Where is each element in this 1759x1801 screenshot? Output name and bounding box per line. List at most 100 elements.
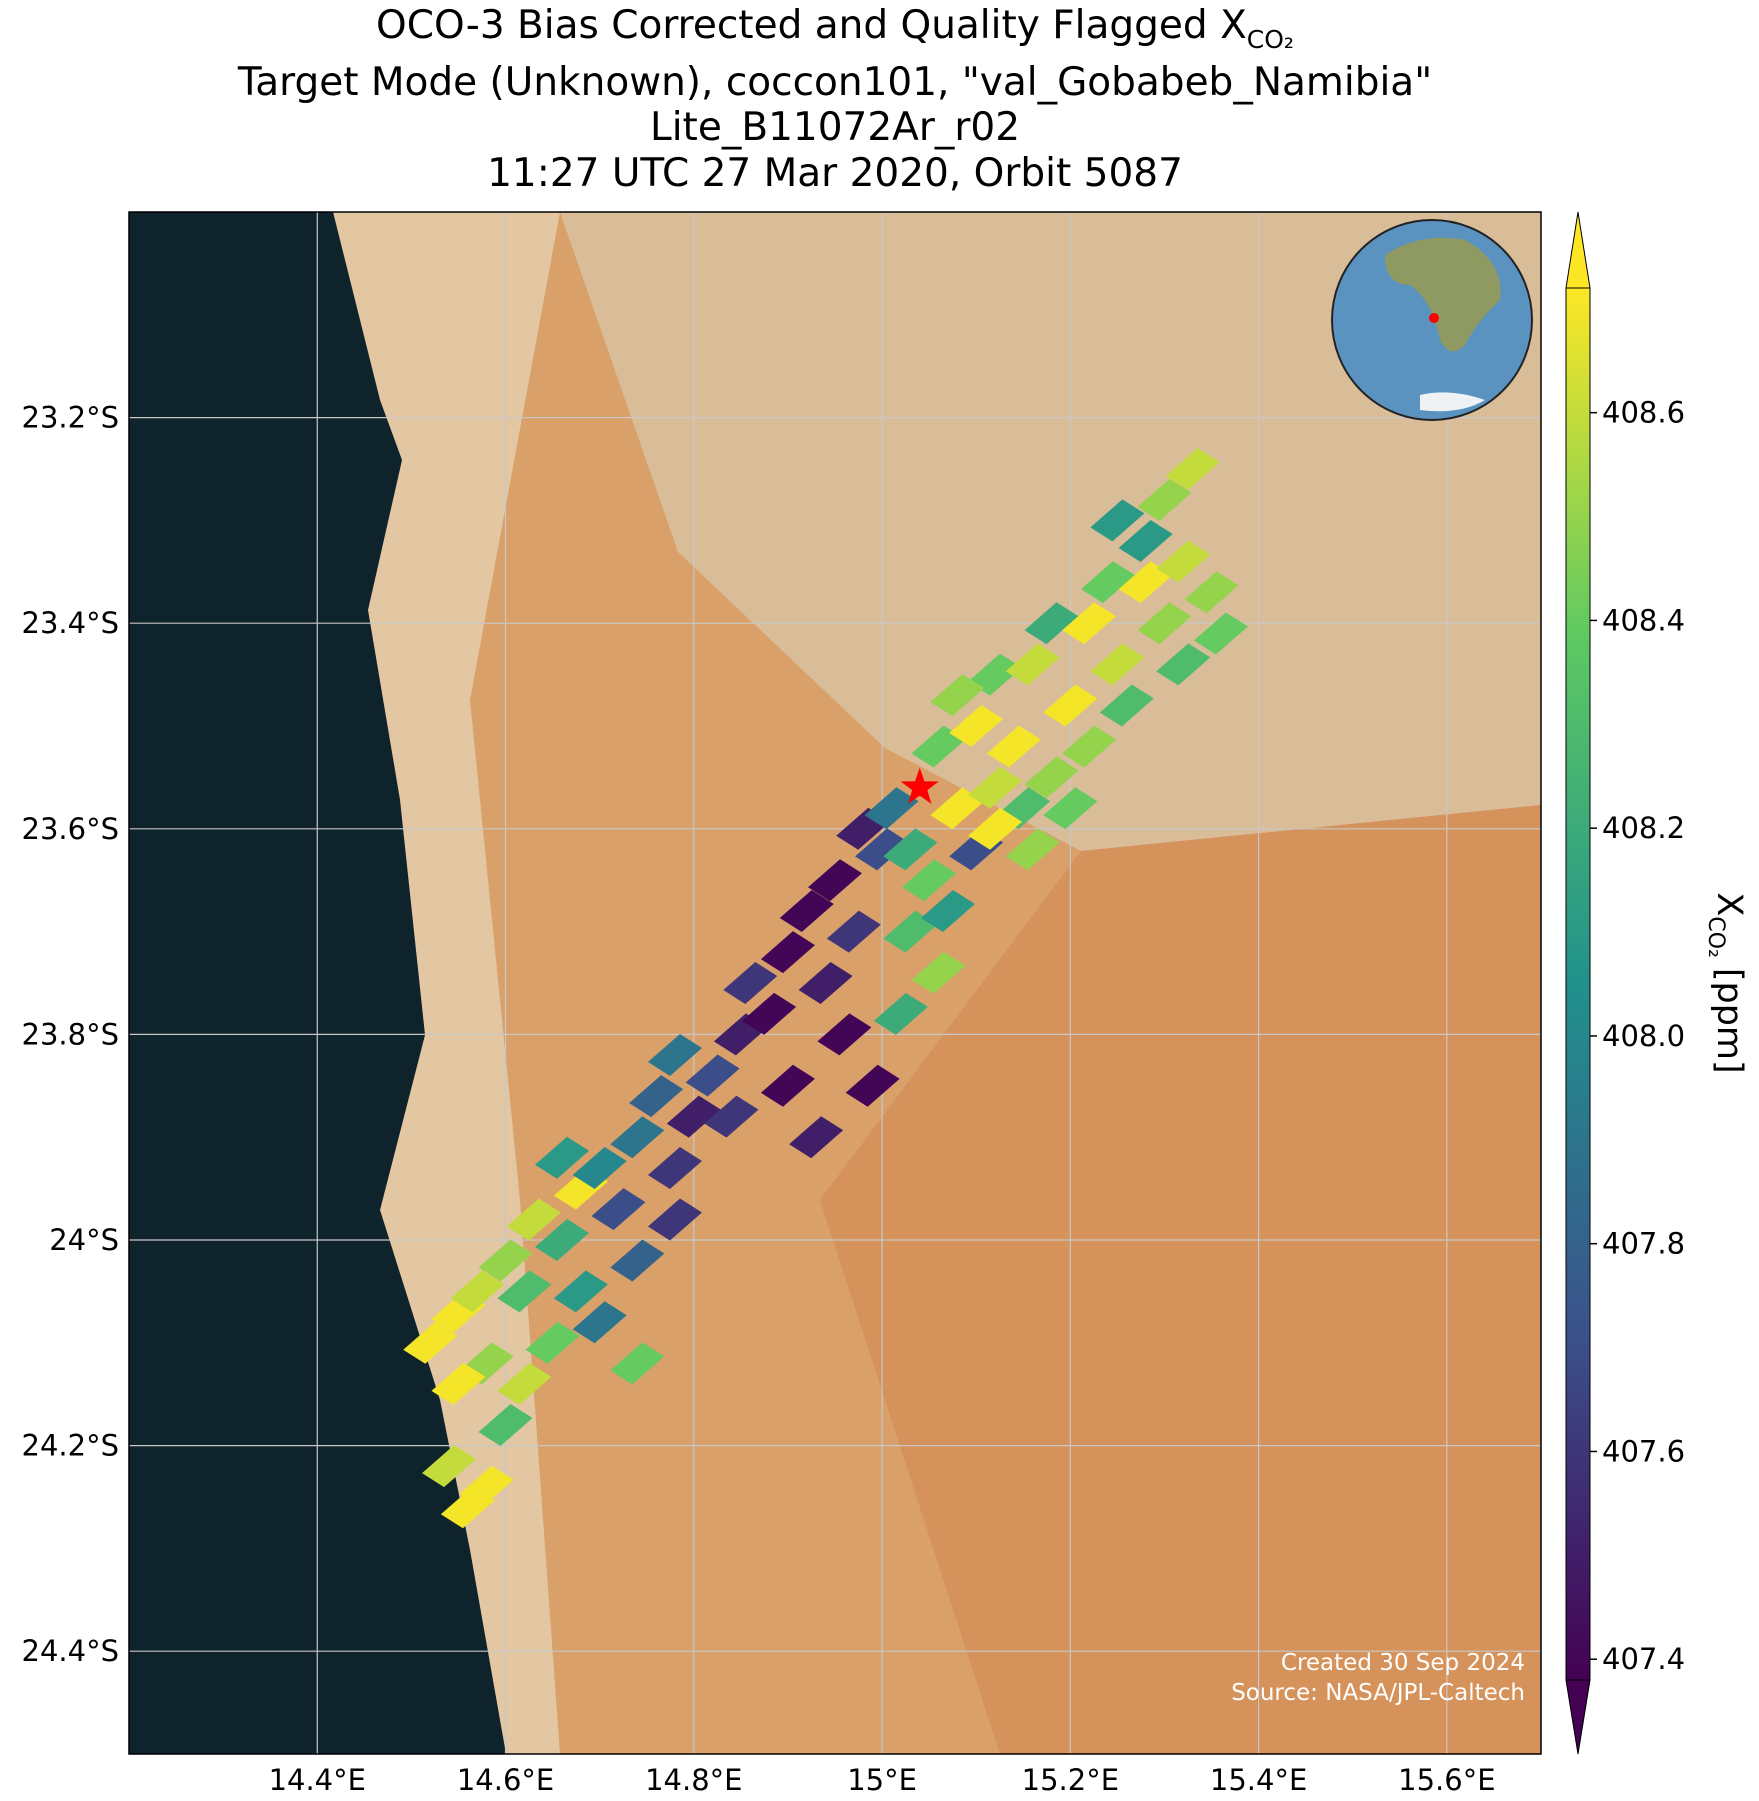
sounding <box>403 1321 458 1364</box>
sounding <box>1024 602 1079 645</box>
title-line: Lite_B11072Ar_r02 <box>650 105 1020 150</box>
title-subscript: CO₂ <box>1247 25 1294 54</box>
colorbar-tick-label: 408.4 <box>1602 603 1685 637</box>
sounding <box>723 962 778 1004</box>
x-tick-label: 15.4°E <box>1210 1763 1307 1797</box>
title-line: OCO-3 Bias Corrected and Quality Flagged… <box>376 3 1294 54</box>
inset-site-marker <box>1429 313 1439 323</box>
colorbar-tick-label: 408.2 <box>1602 811 1685 845</box>
sounding <box>911 951 966 994</box>
sounding <box>808 859 862 902</box>
sounding <box>431 1362 486 1405</box>
sounding <box>1156 643 1211 686</box>
sounding <box>704 1095 759 1138</box>
title-text: OCO-3 Bias Corrected and Quality Flagged… <box>376 3 1247 48</box>
sounding <box>1080 561 1135 604</box>
sounding <box>1005 828 1060 871</box>
sounding <box>1165 448 1220 490</box>
sounding <box>647 1033 702 1076</box>
sounding <box>422 1445 477 1488</box>
sounding <box>1062 725 1117 768</box>
africa <box>1385 237 1501 352</box>
sounding <box>685 1054 740 1097</box>
sounding <box>789 1116 844 1159</box>
sounding <box>779 890 834 933</box>
sounding <box>986 725 1041 768</box>
sounding <box>911 725 966 768</box>
sounding <box>949 705 1004 747</box>
gravel-plain <box>560 212 1541 851</box>
colorbar <box>1565 211 1591 1755</box>
sounding <box>968 807 1023 850</box>
y-tick-label: 23.4°S <box>22 606 119 640</box>
sounding <box>1005 643 1060 686</box>
sounding <box>478 1239 533 1282</box>
soundings <box>403 448 1248 1529</box>
colorbar-tick-label: 408.6 <box>1602 396 1685 430</box>
colorbar-body <box>1566 288 1590 1680</box>
sounding <box>553 1270 608 1313</box>
sounding <box>535 1219 590 1261</box>
footer: Source: NASA/JPL-Caltech <box>1231 1680 1525 1706</box>
sounding <box>497 1362 552 1405</box>
sounding <box>1090 643 1145 686</box>
sounding <box>760 931 815 974</box>
sounding <box>1118 561 1173 604</box>
colorbar-label-subscript: CO₂ <box>1703 916 1728 958</box>
y-tick-label: 23.2°S <box>22 401 119 435</box>
sounding <box>478 1404 533 1447</box>
y-tick-label: 24.4°S <box>22 1634 119 1668</box>
sounding <box>930 787 985 830</box>
colorbar-tick-label: 408.0 <box>1602 1019 1685 1053</box>
map-frame <box>128 211 1542 1755</box>
x-tick-label: 15°E <box>847 1763 917 1797</box>
x-tick-label: 15.6°E <box>1398 1763 1495 1797</box>
sounding <box>1137 602 1192 645</box>
sounding <box>920 890 975 933</box>
sounding <box>506 1198 561 1241</box>
x-tick-label: 14.6°E <box>457 1763 554 1797</box>
sounding <box>647 1147 702 1190</box>
y-tick-label: 23.6°S <box>22 812 119 846</box>
sounding <box>572 1147 627 1190</box>
coastal-sand <box>333 212 560 1754</box>
sounding <box>497 1270 552 1313</box>
sounding <box>591 1188 646 1231</box>
sounding <box>1193 612 1248 655</box>
sounding <box>968 653 1023 696</box>
colorbar-extend-min <box>1565 1679 1591 1755</box>
colorbar-tick-label: 407.6 <box>1602 1434 1685 1468</box>
sounding <box>883 828 938 871</box>
grid <box>129 212 1541 1754</box>
sounding <box>855 828 910 871</box>
sounding <box>610 1116 665 1159</box>
colorbar-label-text: X <box>1709 892 1749 916</box>
sounding <box>666 1095 721 1138</box>
footer: Created 30 Sep 2024 <box>1281 1650 1525 1676</box>
colorbar-frame <box>1565 287 1591 1681</box>
sounding <box>864 787 919 830</box>
colorbar-extend-max <box>1565 211 1591 289</box>
sounding <box>1062 602 1117 645</box>
x-tick-label: 14.8°E <box>645 1763 742 1797</box>
y-tick-label: 24.2°S <box>22 1429 119 1463</box>
title-line: 11:27 UTC 27 Mar 2020, Orbit 5087 <box>487 151 1183 196</box>
sounding <box>1024 756 1079 799</box>
sounding <box>742 992 797 1035</box>
sounding <box>1090 499 1145 542</box>
colorbar-label: XCO₂ [ppm] <box>1703 892 1749 1073</box>
colorbar-tick-label: 407.4 <box>1602 1642 1685 1676</box>
sounding <box>610 1342 665 1385</box>
sounding <box>1184 571 1239 614</box>
colorbar-tick-label: 407.8 <box>1602 1227 1685 1261</box>
sounding <box>930 674 985 717</box>
sounding <box>610 1239 665 1282</box>
x-tick-label: 15.2°E <box>1022 1763 1119 1797</box>
sounding <box>902 859 957 902</box>
title-line: Target Mode (Unknown), coccon101, "val_G… <box>237 60 1432 105</box>
sounding <box>798 962 853 1004</box>
antarctica <box>1420 392 1485 412</box>
sounding <box>440 1486 495 1529</box>
sounding <box>1099 684 1154 727</box>
sounding <box>826 910 881 953</box>
